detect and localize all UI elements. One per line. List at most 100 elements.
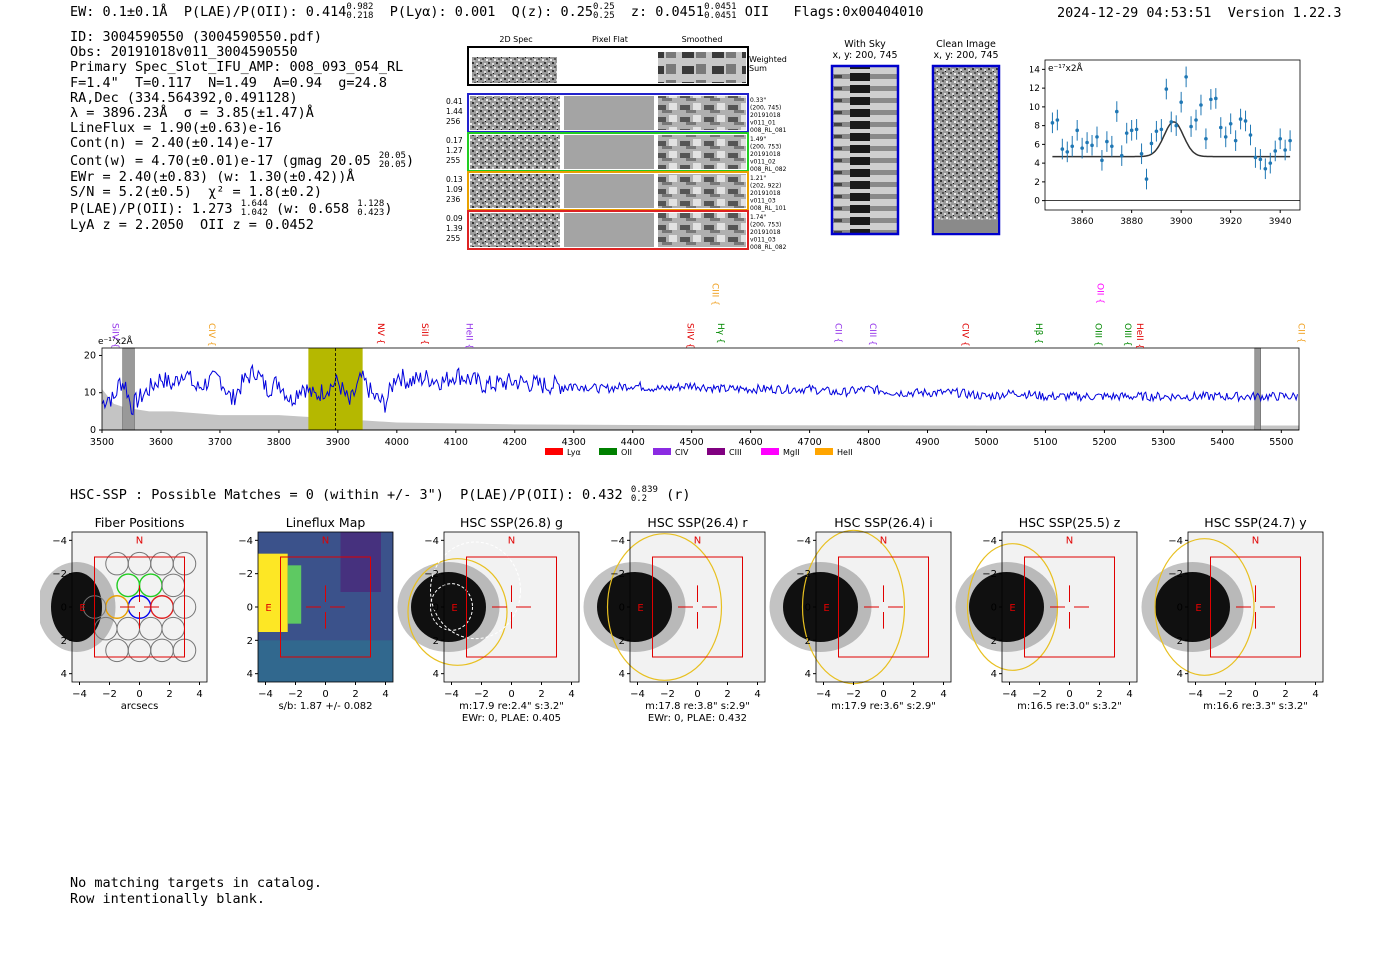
full-xtick-label: 4400: [621, 437, 645, 448]
with-sky-coords: x, y: 200, 745: [832, 50, 897, 61]
cutout-flat: [564, 174, 654, 208]
panel-ytick-label: −2: [796, 569, 811, 580]
galaxy-halo: [40, 562, 116, 652]
panel-xtick-label: −4: [444, 689, 459, 700]
zoom-data-point: [1218, 125, 1223, 130]
zoom-data-point: [1243, 119, 1248, 123]
weighted-sum-smoothed: [658, 52, 746, 83]
lineflux-bright-region: [258, 553, 288, 632]
zoom-xtick-label: 3920: [1219, 217, 1242, 227]
info-obs: Obs: 20191018v011_3004590550: [70, 44, 298, 61]
full-ytick-label: 10: [84, 388, 96, 399]
cutout-right-label: 20191018: [750, 151, 781, 158]
zoom-data-point: [1253, 155, 1258, 160]
zoom-data-point: [1263, 166, 1268, 171]
emission-line-label: CII {: [833, 323, 843, 343]
panel-xtick-label: 2: [910, 689, 916, 700]
cutout-flat: [564, 96, 654, 130]
plae-value: P(LAE)/P(OII): 0.414: [183, 4, 347, 20]
zoom-data-point: [1228, 121, 1233, 126]
panel-xtick-label: −4: [1188, 689, 1203, 700]
compass-east: E: [1009, 603, 1015, 614]
full-xtick-label: 3500: [90, 437, 114, 448]
zoom-data-point: [1248, 133, 1253, 137]
info-id: ID: 3004590550 (3004590550.pdf): [70, 29, 322, 45]
compass-east: E: [637, 603, 643, 614]
z-line: OII: [744, 4, 770, 20]
emission-line-label: CII {: [1295, 323, 1305, 343]
galaxy-halo: [1141, 562, 1244, 652]
full-ylabel: e⁻¹⁷x2Å: [98, 335, 134, 347]
fiber-circle: [105, 551, 129, 576]
cutout-right-label: 20191018: [750, 190, 781, 197]
zoom-xtick-label: 3880: [1120, 217, 1143, 227]
cutout-left-label: 255: [446, 234, 461, 243]
emission-line-label: SiIV {: [110, 323, 120, 349]
detection-info: ID: 3004590550 (3004590550.pdf) Obs: 201…: [70, 29, 414, 233]
zoom-data-point: [1189, 124, 1193, 129]
legend-label: HeII: [837, 448, 853, 457]
emission-line-label: CIV {: [206, 323, 216, 347]
panel-title: Fiber Positions: [95, 515, 185, 530]
zoom-spectrum-chart: 0 2 4 6 8 10 12 14 3860 3880 3900 3920 3940 e⁻¹⁷x2Å: [1030, 59, 1301, 227]
legend-label: CIV: [675, 448, 689, 457]
panel-title: HSC SSP(26.4) r: [647, 515, 748, 530]
full-xtick-label: 3900: [326, 437, 350, 448]
imaging-panels: Fiber Positions N E −4 4 −2 2 0 0 2 −2 4 −4 arcsecs Li…: [40, 515, 1324, 724]
cutout-right-label: 0.33": [750, 97, 766, 104]
galaxy-halo: [955, 562, 1058, 652]
weighted-label-2: Sum: [749, 64, 767, 73]
ew-value: EW: 0.1±0.1Å: [70, 4, 168, 20]
weighted-label-1: Weighted: [749, 55, 787, 64]
full-xtick-label: 4500: [680, 437, 704, 448]
zoom-data-point: [1174, 123, 1179, 128]
cutout-right-label: (200, 753): [750, 222, 781, 229]
panel-caption: m:17.9 re:3.6" s:2.9": [831, 701, 936, 712]
panel-ytick-label: 2: [619, 636, 625, 647]
panel-xtick-label: 2: [352, 689, 358, 700]
legend-label: CIII: [729, 448, 742, 457]
aperture-ellipse: [407, 558, 508, 666]
panel-ytick-label: −4: [1168, 536, 1183, 547]
panel-ytick-label: 2: [61, 636, 67, 647]
cutout-right-label: 008_RL_081: [750, 127, 787, 134]
info-lineflux: LineFlux = 1.90(±0.63)e-16: [70, 120, 282, 137]
cutout-right-label: 1.21": [750, 175, 766, 182]
cutout-left-label: 1.09: [446, 185, 463, 194]
panel-caption: m:17.9 re:2.4" s:3.2": [459, 701, 564, 712]
panel-xtick-label: −4: [816, 689, 831, 700]
zoom-data-point: [1129, 128, 1134, 133]
fiber-circle: [105, 638, 129, 663]
legend-label: MgII: [783, 448, 800, 457]
search-box: [652, 556, 743, 658]
panel-ytick-label: 2: [991, 636, 997, 647]
cutout-right-label: (200, 745): [750, 105, 781, 112]
galaxy-blob: [783, 572, 858, 642]
full-xtick-label: 5400: [1210, 437, 1234, 448]
panel-caption: s/b: 1.87 +/- 0.082: [278, 701, 372, 712]
imaging-panel-2: Lineflux Map N E −4 4 −2 2 0 0 2 −2 4 −4 s/b: 1.87 +/…: [238, 515, 394, 712]
full-xtick-label: 4900: [915, 437, 939, 448]
full-xtick-label: 5000: [974, 437, 998, 448]
panel-caption: m:16.6 re:3.3" s:3.2": [1203, 701, 1308, 712]
panel-xtick-label: 4: [754, 689, 760, 700]
info-radec: RA,Dec (334.564392,0.491128): [70, 89, 298, 106]
emission-line-label: CIII {: [867, 323, 877, 346]
info-ewr: EWr = 2.40(±0.83) (w: 1.30(±0.42))Å: [70, 168, 355, 185]
zoom-ytick-label: 0: [1034, 197, 1040, 207]
zoom-data-point: [1149, 141, 1154, 146]
galaxy-halo: [769, 562, 872, 652]
legend-label: OII: [621, 448, 632, 457]
panel-xtick-label: 4: [196, 689, 202, 700]
full-xtick-label: 3800: [267, 437, 291, 448]
info-primary: Primary Spec_Slot_IFU_AMP: 008_093_054_R…: [70, 59, 404, 76]
zoom-data-point: [1110, 144, 1114, 149]
zoom-data-point: [1119, 153, 1124, 158]
emission-line-label: SiIV {: [685, 323, 695, 349]
panel-ytick-label: 0: [805, 603, 811, 614]
zoom-data-point: [1124, 131, 1129, 135]
panel-xtick-label: 0: [1066, 689, 1072, 700]
search-box: [1210, 556, 1301, 658]
compass-east: E: [451, 603, 457, 614]
